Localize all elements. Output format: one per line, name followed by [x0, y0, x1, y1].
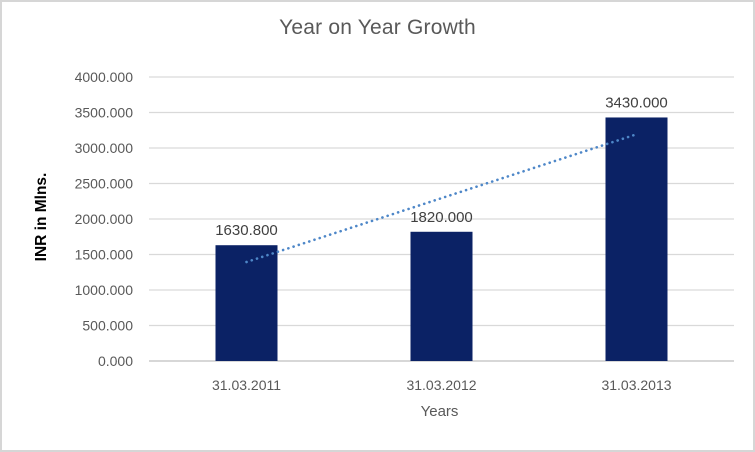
- data-label: 1630.800: [215, 222, 278, 239]
- x-tick-label: 31.03.2013: [601, 377, 671, 393]
- data-label: 3430.000: [605, 94, 668, 111]
- y-tick-label: 0.000: [98, 353, 133, 369]
- bar: [410, 231, 473, 361]
- y-tick-label: 2500.000: [75, 176, 134, 192]
- x-tick-label: 31.03.2011: [212, 377, 281, 393]
- bar: [605, 117, 668, 361]
- y-tick-label: 1500.000: [75, 247, 134, 263]
- x-axis-title: Years: [420, 403, 459, 420]
- trendline: [245, 132, 638, 264]
- y-tick-label: 2000.000: [75, 211, 134, 227]
- data-label: 1820.000: [410, 209, 473, 226]
- y-tick-label: 500.000: [82, 318, 133, 334]
- chart-title: Year on Year Growth: [279, 16, 476, 39]
- x-tick-label: 31.03.2012: [406, 377, 476, 393]
- y-tick-label: 3000.000: [75, 140, 134, 156]
- y-tick-label: 4000.000: [75, 69, 134, 85]
- bar: [215, 245, 278, 361]
- y-tick-label: 1000.000: [75, 282, 134, 298]
- y-tick-label: 3500.000: [75, 105, 134, 121]
